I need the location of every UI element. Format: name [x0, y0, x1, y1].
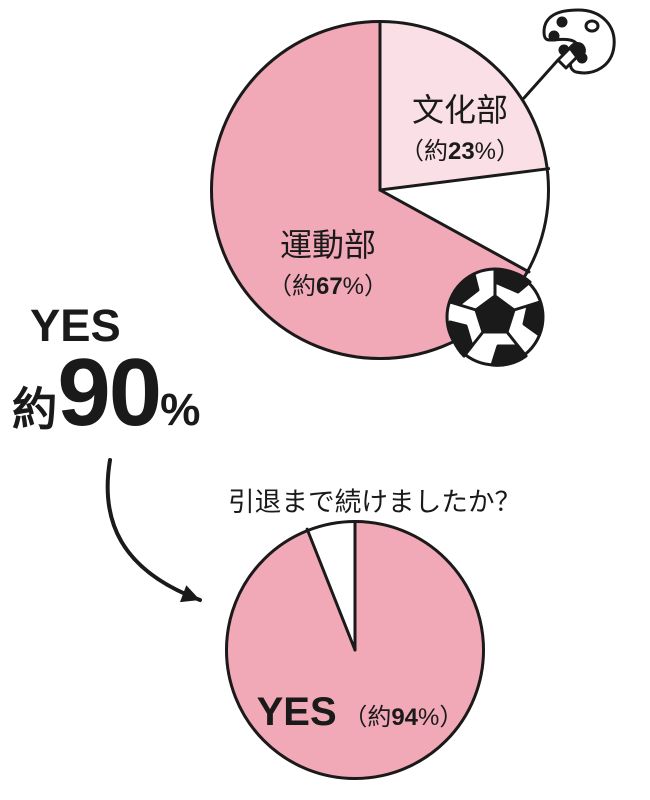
headline-big-number: 90: [57, 339, 160, 446]
flow-arrow: [70, 450, 250, 630]
label-culture-prefix: （約: [400, 138, 448, 165]
label-bottom-yes: YES （約94%）: [230, 690, 490, 735]
label-sports-name: 運動部: [238, 220, 418, 266]
label-sports-detail: （約67%）: [238, 266, 418, 301]
infographic-root: 文化部 （約23%） 運動部 （約67%）: [0, 0, 650, 800]
label-sports-value: 67: [316, 273, 343, 300]
label-sports-prefix: （約: [268, 273, 316, 300]
palette-icon: [510, 2, 620, 112]
question-text: 引退まで続けましたか？: [228, 480, 521, 519]
pie-bottom-dividers: [225, 520, 485, 780]
headline-percent: %: [160, 384, 200, 435]
label-sports-suffix: %）: [343, 273, 388, 300]
label-bottom-suffix: %）: [418, 704, 463, 731]
label-culture-detail: （約23%）: [380, 131, 540, 166]
headline-approx: 約: [12, 384, 57, 435]
soccer-ball-icon: [440, 262, 550, 372]
label-bottom-word: YES: [257, 690, 337, 734]
headline-number-row: 約90%: [12, 338, 200, 448]
label-culture-value: 23: [448, 138, 475, 165]
label-sports: 運動部 （約67%）: [238, 220, 418, 301]
label-culture-suffix: %）: [475, 138, 520, 165]
label-bottom-value: 94: [391, 704, 418, 731]
label-bottom-prefix: （約: [343, 704, 391, 731]
